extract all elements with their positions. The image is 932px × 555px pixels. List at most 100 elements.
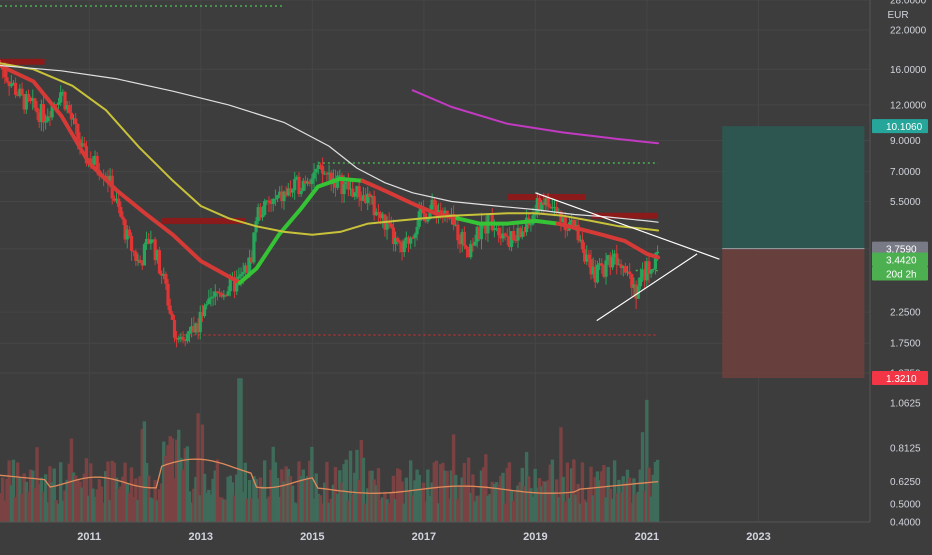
candle-body[interactable] [155,250,159,261]
candle-body[interactable] [598,263,602,265]
candle-body[interactable] [582,249,587,262]
candle-body[interactable] [518,227,522,237]
candle-body[interactable] [54,103,58,105]
candle-body[interactable] [194,323,198,333]
candle-body[interactable] [484,223,488,234]
candle-body[interactable] [56,102,61,105]
candle-body[interactable] [606,255,610,261]
candle-body[interactable] [619,264,623,268]
candle-body[interactable] [355,186,359,193]
candle-body[interactable] [595,264,600,283]
candle-body[interactable] [533,213,537,216]
candle-body[interactable] [409,237,413,244]
candle-body[interactable] [404,237,408,241]
candle-body[interactable] [310,178,314,184]
candle-body[interactable] [211,296,215,298]
candle-body[interactable] [473,241,477,246]
candle-body[interactable] [181,336,185,340]
candle-body[interactable] [31,98,35,102]
candle-body[interactable] [183,339,187,342]
candle-body[interactable] [323,173,327,175]
candle-body[interactable] [492,228,496,231]
candle-body[interactable] [256,207,260,222]
candle-body[interactable] [5,77,9,82]
candle-body[interactable] [370,196,374,198]
candle-body[interactable] [630,274,634,288]
candle-body[interactable] [439,210,443,214]
candle-body[interactable] [400,243,404,253]
candle-body[interactable] [132,250,136,252]
candle-body[interactable] [471,243,475,246]
candle-body[interactable] [329,172,333,185]
candle-body[interactable] [479,221,484,240]
candle-body[interactable] [342,184,346,195]
position-stop-zone[interactable] [722,248,865,379]
candle-body[interactable] [288,188,293,193]
candle-body[interactable] [271,198,275,204]
candle-body[interactable] [544,198,548,206]
candle-body[interactable] [275,195,280,199]
candle-body[interactable] [372,196,376,216]
candle-body[interactable] [585,254,589,262]
candle-body[interactable] [224,294,228,296]
candle-body[interactable] [149,239,153,244]
candle-body[interactable] [398,241,402,244]
candle-body[interactable] [632,284,636,288]
candle-body[interactable] [187,330,192,334]
candle-body[interactable] [655,251,660,254]
candle-body[interactable] [613,253,617,258]
candle-body[interactable] [432,199,436,206]
candle-body[interactable] [280,191,284,202]
candle-body[interactable] [344,181,348,185]
candle-body[interactable] [217,292,222,294]
candle-body[interactable] [22,94,26,110]
candle-body[interactable] [348,188,353,190]
candle-body[interactable] [48,116,52,118]
candle-body[interactable] [387,221,391,224]
candle-body[interactable] [11,82,16,84]
candle-body[interactable] [469,243,473,258]
candle-body[interactable] [196,323,200,333]
candle-body[interactable] [464,246,469,249]
candle-body[interactable] [207,298,211,305]
candle-body[interactable] [494,228,499,230]
candle-body[interactable] [376,211,381,213]
candle-body[interactable] [396,237,400,242]
candle-body[interactable] [625,271,630,273]
candle-body[interactable] [293,178,297,191]
candle-body[interactable] [273,198,277,200]
candle-body[interactable] [241,272,245,275]
candle-body[interactable] [512,231,516,241]
candle-body[interactable] [13,82,18,95]
candle-body[interactable] [35,107,39,113]
candle-body[interactable] [117,198,121,207]
candle-body[interactable] [321,166,325,174]
candle-body[interactable] [361,195,366,201]
candle-body[interactable] [357,186,361,198]
candle-body[interactable] [237,276,241,279]
candle-body[interactable] [164,274,168,284]
candle-body[interactable] [572,220,576,230]
candle-body[interactable] [525,217,529,233]
candle-body[interactable] [578,239,582,241]
candle-body[interactable] [555,206,559,213]
candle-body[interactable] [535,197,539,214]
candle-body[interactable] [200,311,204,317]
candle-body[interactable] [548,206,552,208]
candle-body[interactable] [125,229,129,240]
candle-body[interactable] [434,205,439,216]
candle-body[interactable] [37,112,41,122]
candle-body[interactable] [411,237,415,239]
candle-body[interactable] [546,198,550,207]
candle-body[interactable] [166,283,170,306]
candle-body[interactable] [265,200,269,202]
candle-body[interactable] [20,88,24,95]
candle-body[interactable] [286,188,290,196]
candle-body[interactable] [561,217,565,222]
candle-body[interactable] [16,94,20,96]
candle-body[interactable] [305,181,310,184]
candle-body[interactable] [462,231,466,247]
candle-body[interactable] [649,269,653,274]
candle-body[interactable] [456,224,460,241]
candle-body[interactable] [550,207,554,209]
